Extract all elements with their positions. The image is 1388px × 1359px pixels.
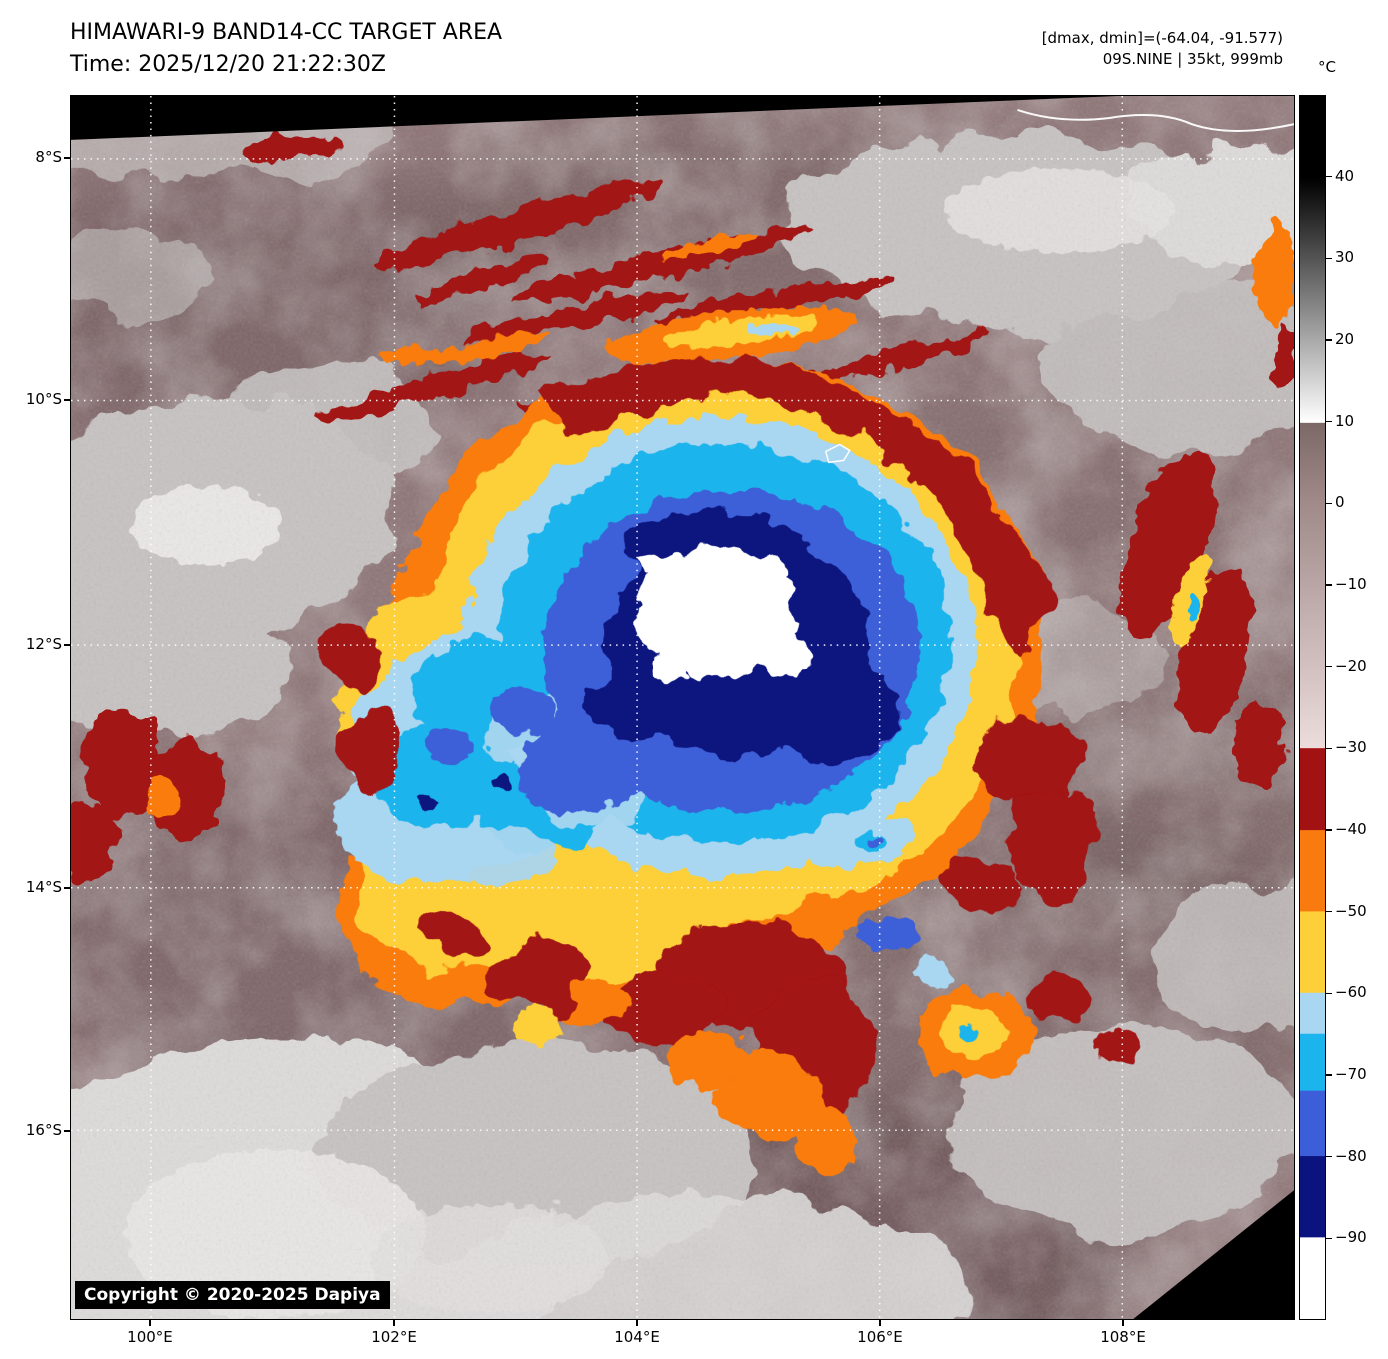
colorbar-tick [1326, 1237, 1332, 1239]
lat-tick [64, 399, 70, 401]
lon-tick-label: 104°E [614, 1328, 660, 1346]
colorbar-tick-label: 0 [1335, 493, 1345, 512]
colorbar-tick [1326, 1156, 1332, 1158]
se-inner-band [804, 818, 919, 868]
colorbar-gradient [1300, 96, 1325, 1319]
coastline [824, 109, 1294, 464]
colorbar-tick-label: 40 [1335, 166, 1355, 185]
colorbar-tick [1326, 1074, 1332, 1076]
lat-tick-label: 8°S [35, 147, 62, 166]
lon-tick [636, 1320, 638, 1326]
lon-tick-label: 100°E [127, 1328, 173, 1346]
lat-tick-label: 16°S [25, 1120, 62, 1139]
scan-edge-top [71, 96, 1118, 140]
nw-cirrus-orange [378, 233, 759, 365]
colorbar-tick-label: −40 [1335, 820, 1367, 838]
lon-tick-label: 102°E [371, 1328, 417, 1346]
colorbar-tick-label: −10 [1335, 575, 1367, 593]
lat-tick [64, 887, 70, 889]
lat-tick [64, 1130, 70, 1132]
lat-tick-label: 14°S [25, 877, 62, 896]
copyright-badge: Copyright © 2020-2025 Dapiya [75, 1281, 390, 1309]
colorbar-tick [1326, 339, 1332, 341]
colorbar-tick [1326, 584, 1332, 586]
colorbar-tick-label: −80 [1335, 1146, 1367, 1165]
east-cirrus [1120, 218, 1294, 787]
lon-tick [1122, 1320, 1124, 1326]
colorbar-tick [1326, 992, 1332, 994]
lon-tick [149, 1320, 151, 1326]
colorbar-tick-label: −90 [1335, 1228, 1367, 1247]
colorbar-tick [1326, 502, 1332, 504]
colorbar-tick-label: −60 [1335, 983, 1367, 1002]
colorbar-tick-label: −70 [1335, 1065, 1367, 1083]
lon-tick [879, 1320, 881, 1326]
colorbar-tick-label: 10 [1335, 411, 1355, 430]
lon-tick-label: 106°E [857, 1328, 903, 1346]
colorbar-tick-label: −50 [1335, 901, 1367, 920]
south-convection-detail [514, 962, 1138, 1177]
colorbar-tick-label: −30 [1335, 738, 1367, 757]
colorbar-tick-label: −20 [1335, 656, 1367, 675]
west-convection [71, 707, 227, 881]
colorbar-tick-label: 20 [1335, 330, 1355, 348]
lat-tick-label: 10°S [25, 390, 62, 409]
colorbar [1299, 95, 1326, 1320]
colorbar-tick [1326, 421, 1332, 423]
north-band [603, 307, 857, 365]
figure-title: HIMAWARI-9 BAND14-CC TARGET AREA [70, 20, 503, 45]
graticule [71, 96, 1294, 1319]
figure-time: Time: 2025/12/20 21:22:30Z [70, 52, 386, 77]
dmax-dmin-readout: [dmax, dmin]=(-64.04, -91.577) [1041, 29, 1283, 47]
lon-tick [393, 1320, 395, 1326]
satellite-image [71, 96, 1294, 1319]
lon-tick-label: 108°E [1100, 1328, 1146, 1346]
colorbar-tick [1326, 176, 1332, 178]
colorbar-tick-label: 30 [1335, 248, 1355, 267]
storm-info: 09S.NINE | 35kt, 999mb [1102, 50, 1283, 68]
colorbar-tick [1326, 747, 1332, 749]
colorbar-tick [1326, 257, 1332, 259]
lat-tick [64, 157, 70, 159]
cyclone-eye-cdo [635, 547, 812, 684]
colorbar-tick [1326, 911, 1332, 913]
map-plot: Copyright © 2020-2025 Dapiya [70, 95, 1295, 1320]
lat-tick [64, 644, 70, 646]
colorbar-unit-label: °C [1318, 58, 1336, 76]
lat-tick-label: 12°S [25, 635, 62, 654]
colorbar-tick [1326, 666, 1332, 668]
header-right: [dmax, dmin]=(-64.04, -91.577) 09S.NINE … [1042, 28, 1283, 70]
colorbar-tick [1326, 829, 1332, 831]
